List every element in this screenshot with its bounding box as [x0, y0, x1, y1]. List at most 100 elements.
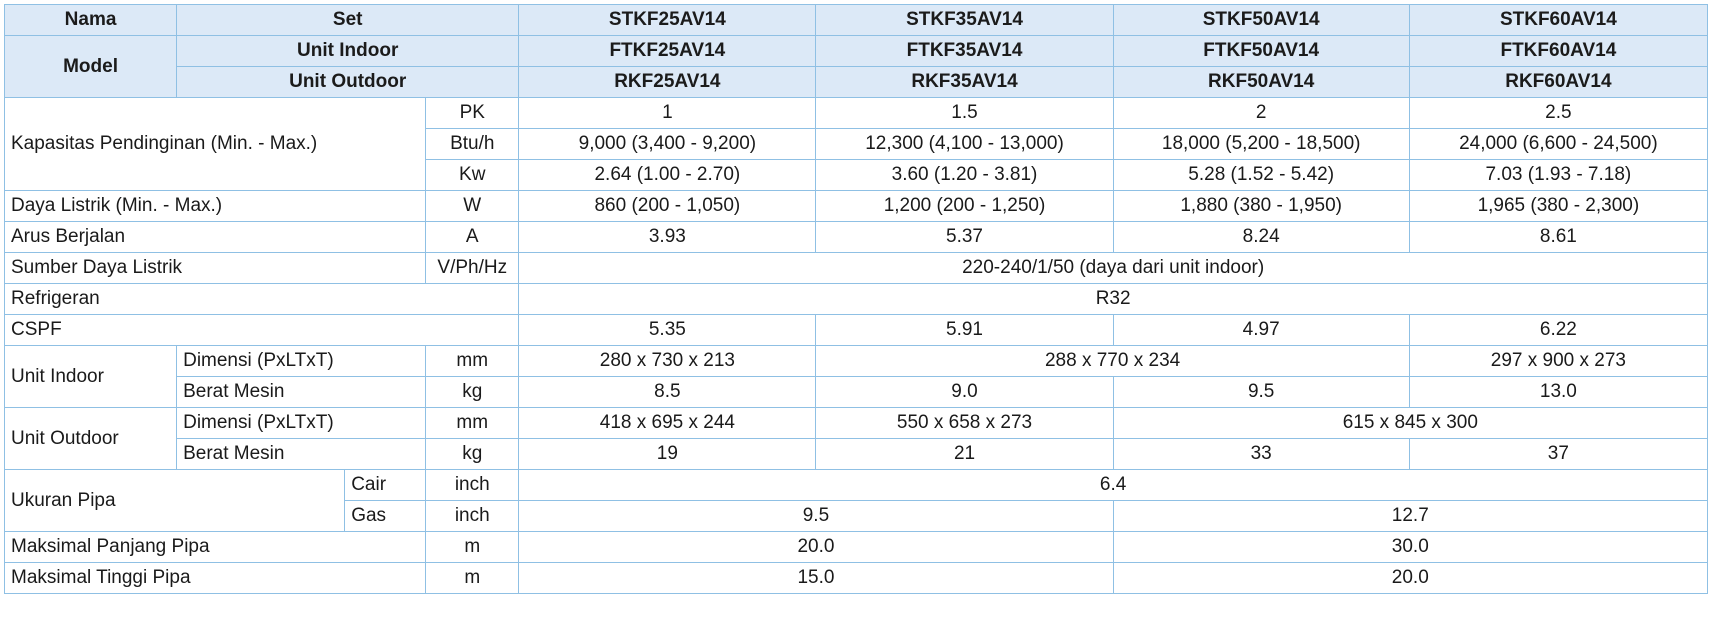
table-cell: 860 (200 - 1,050) [518, 190, 817, 222]
header-cell: FTKF60AV14 [1408, 35, 1709, 67]
table-row: Refrigeran R32 [3, 283, 1708, 315]
table-row: Maksimal Panjang Pipa m 20.0 30.0 [3, 531, 1709, 563]
table-cell: 7.03 (1.93 - 7.18) [1408, 159, 1709, 191]
table-cell: Refrigeran [3, 283, 520, 315]
table-cell: Dimensi (PxLTxT) [176, 407, 427, 439]
header-cell: RKF35AV14 [815, 66, 1114, 98]
table-cell: 2.64 (1.00 - 2.70) [518, 159, 817, 191]
table-cell: Kapasitas Pendinginan (Min. - Max.) [3, 97, 427, 191]
table-cell: m [425, 562, 520, 594]
table-row: Maksimal Tinggi Pipa m 15.0 20.0 [3, 562, 1709, 594]
table-row: Kapasitas Pendinginan (Min. - Max.) PK 1 1.… [3, 97, 1709, 191]
header-cell: STKF50AV14 [1112, 4, 1410, 36]
table-row: Btu/h 9,000 (3,400 - 9,200) 12,300 (4,100 … [5, 128, 1709, 160]
header-cell: STKF25AV14 [518, 4, 817, 36]
table-row: Nama Set STKF25AV14 STKF35AV14 STKF50AV14 STK… [3, 4, 1709, 36]
table-cell: Kw [425, 159, 520, 191]
table-cell: Ukuran Pipa [3, 469, 346, 532]
table-cell: 1 [518, 97, 817, 129]
table-cell: PK [425, 97, 520, 129]
table-row: Sumber Daya Listrik V/Ph/Hz 220-240/1/50 (… [3, 252, 1708, 284]
table-cell: 12,300 (4,100 - 13,000) [815, 128, 1114, 160]
table-cell: kg [425, 438, 520, 470]
header-cell: Nama [3, 4, 178, 36]
table-cell: inch [425, 469, 520, 501]
table-cell: 1,880 (380 - 1,950) [1112, 190, 1410, 222]
header-cell: RKF60AV14 [1408, 66, 1709, 98]
table-cell: 37 [1408, 438, 1709, 470]
table-cell: mm [425, 345, 520, 377]
header-cell: Unit Indoor [176, 35, 520, 67]
table-cell: 1,200 (200 - 1,250) [815, 190, 1114, 222]
table-row: Unit Outdoor Dimensi (PxLTxT) mm 418 x 695 … [3, 407, 1709, 470]
table-cell: 33 [1112, 438, 1410, 470]
spec-table: Nama Set STKF25AV14 STKF35AV14 STKF50AV14 STK… [3, 4, 1709, 594]
table-cell: Maksimal Tinggi Pipa [3, 562, 427, 594]
table-cell: A [425, 221, 520, 253]
table-cell: m [425, 531, 520, 563]
table-cell: 3.93 [518, 221, 817, 253]
table-row: Berat Mesin kg 19 21 33 37 [5, 438, 1709, 470]
table-cell: 15.0 [518, 562, 1114, 594]
table-cell: 550 x 658 x 273 [815, 407, 1114, 439]
table-cell: 5.28 (1.52 - 5.42) [1112, 159, 1410, 191]
table-cell: 8.24 [1112, 221, 1410, 253]
table-cell: 1.5 [815, 97, 1114, 129]
table-cell: 280 x 730 x 213 [518, 345, 817, 377]
table-cell: 9.5 [1112, 376, 1410, 408]
table-cell: 19 [518, 438, 817, 470]
table-cell: 1,965 (380 - 2,300) [1408, 190, 1709, 222]
table-cell: 615 x 845 x 300 [1112, 407, 1709, 439]
table-cell: 5.35 [518, 314, 817, 346]
table-row: Berat Mesin kg 8.5 9.0 9.5 13.0 [5, 376, 1709, 408]
table-cell: 20.0 [1112, 562, 1709, 594]
table-cell: W [425, 190, 520, 222]
table-cell: Dimensi (PxLTxT) [176, 345, 427, 377]
table-cell: 288 x 770 x 234 [815, 345, 1410, 377]
table-row: Gas inch 9.5 12.7 [5, 500, 1709, 532]
table-cell: 12.7 [1112, 500, 1709, 532]
table-cell: Berat Mesin [176, 438, 427, 470]
table-cell: 5.37 [815, 221, 1114, 253]
table-cell: inch [425, 500, 520, 532]
table-cell: 5.91 [815, 314, 1114, 346]
table-cell: 418 x 695 x 244 [518, 407, 817, 439]
table-row: CSPF 5.35 5.91 4.97 6.22 [3, 314, 1709, 346]
table-cell: 2 [1112, 97, 1410, 129]
header-cell: STKF35AV14 [815, 4, 1114, 36]
table-cell: 21 [815, 438, 1114, 470]
table-cell: 9.0 [815, 376, 1114, 408]
table-cell: CSPF [3, 314, 520, 346]
table-row: Unit Outdoor RKF25AV14 RKF35AV14 RKF50AV14 R… [5, 66, 1709, 98]
table-row: Ukuran Pipa Cair inch 6.4 [3, 469, 1708, 532]
table-cell: 13.0 [1408, 376, 1709, 408]
table-cell: 6.4 [518, 469, 1708, 501]
table-cell: Unit Indoor [3, 345, 178, 408]
header-cell: Unit Outdoor [176, 66, 520, 98]
table-cell: 18,000 (5,200 - 18,500) [1112, 128, 1410, 160]
table-cell: Cair [344, 469, 427, 501]
table-cell: 220-240/1/50 (daya dari unit indoor) [518, 252, 1708, 284]
table-cell: 297 x 900 x 273 [1408, 345, 1709, 377]
table-cell: 20.0 [518, 531, 1114, 563]
table-cell: 9,000 (3,400 - 9,200) [518, 128, 817, 160]
table-cell: 4.97 [1112, 314, 1410, 346]
header-cell: FTKF25AV14 [518, 35, 817, 67]
table-cell: V/Ph/Hz [425, 252, 520, 284]
table-row: Arus Berjalan A 3.93 5.37 8.24 8.61 [3, 221, 1709, 253]
table-cell: 6.22 [1408, 314, 1709, 346]
table-row: Kw 2.64 (1.00 - 2.70) 3.60 (1.20 - 3.81) 5.… [5, 159, 1709, 191]
table-cell: Berat Mesin [176, 376, 427, 408]
table-cell: Daya Listrik (Min. - Max.) [3, 190, 427, 222]
table-cell: Btu/h [425, 128, 520, 160]
header-cell: Set [176, 4, 520, 36]
table-row: Model Unit Indoor FTKF25AV14 FTKF35AV14 FTKF… [3, 35, 1709, 98]
table-row: Unit Indoor Dimensi (PxLTxT) mm 280 x 730 x… [3, 345, 1709, 408]
table-cell: 8.5 [518, 376, 817, 408]
table-cell: Maksimal Panjang Pipa [3, 531, 427, 563]
table-cell: 8.61 [1408, 221, 1709, 253]
table-row: Daya Listrik (Min. - Max.) W 860 (200 - 1,… [3, 190, 1709, 222]
table-cell: 9.5 [518, 500, 1114, 532]
table-cell: kg [425, 376, 520, 408]
